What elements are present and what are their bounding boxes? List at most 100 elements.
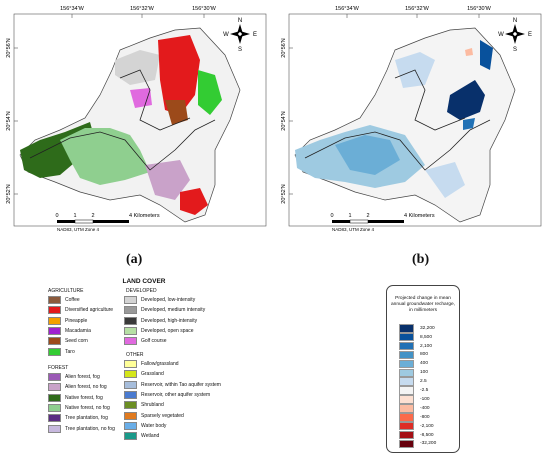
native-forest-no-fog-zone bbox=[60, 128, 150, 185]
svg-text:4 Kilometers: 4 Kilometers bbox=[129, 213, 160, 219]
legend-item-label: Wetland bbox=[141, 433, 160, 440]
legend-item-label: Native forest, fog bbox=[65, 394, 103, 401]
taro-zone bbox=[198, 70, 222, 115]
legend-item-label: Fallow/grassland bbox=[141, 361, 179, 367]
legend-item-label: Golf course bbox=[141, 338, 167, 345]
legend-swatch bbox=[48, 373, 61, 381]
lon-label: 156°34'W bbox=[60, 6, 85, 12]
recharge-class: 8,500 bbox=[399, 332, 432, 342]
legend-swatch bbox=[48, 403, 61, 412]
caption-b: (b) bbox=[412, 252, 430, 267]
recharge-class-label: -2,100 bbox=[420, 423, 434, 429]
recharge-class: -32,200 bbox=[399, 439, 437, 449]
recharge-swatch bbox=[399, 377, 414, 386]
svg-text:S: S bbox=[238, 47, 242, 53]
scale-bar: 0 1 2 4 Kilometers NAD83, UTM Zone 4 bbox=[330, 213, 434, 232]
legend-item: Developed, low-intensity bbox=[124, 296, 195, 304]
legend-item: Developed, open space bbox=[124, 326, 194, 335]
legend-item-label: Reservoir, other aquifer system bbox=[141, 391, 211, 398]
legend-item: Seed corn bbox=[48, 337, 88, 346]
legend-item-label: Developed, low-intensity bbox=[141, 297, 196, 303]
legend-item: Alien forest, no fog bbox=[48, 383, 107, 392]
recharge-swatch bbox=[399, 324, 414, 333]
recharge-class: -400 bbox=[399, 404, 430, 413]
legend-item: Water body bbox=[124, 421, 167, 430]
lat-label: 20°52'N bbox=[6, 184, 12, 203]
legend-swatch bbox=[48, 316, 61, 325]
recharge-class-label: -400 bbox=[420, 405, 430, 411]
legend-item: Golf course bbox=[124, 337, 167, 346]
svg-text:0: 0 bbox=[55, 213, 58, 219]
legend-swatch bbox=[48, 326, 61, 335]
recharge-class-label: -32,200 bbox=[420, 441, 437, 447]
recharge-legend: Projected change in mean annual groundwa… bbox=[386, 285, 460, 453]
lon-label: 156°32'W bbox=[130, 6, 155, 12]
legend-group-title: AGRICULTURE bbox=[48, 288, 84, 294]
legend-item: Tree plantation, no fog bbox=[48, 424, 115, 433]
svg-text:S: S bbox=[513, 47, 517, 53]
svg-text:W: W bbox=[498, 32, 504, 38]
legend-swatch bbox=[48, 393, 61, 402]
legend-item-label: Developed, open space bbox=[141, 327, 194, 334]
legend-item: Developed, medium intensity bbox=[124, 306, 205, 315]
land-cover-legend: LAND COVER AGRICULTURE Coffee Diversified … bbox=[44, 278, 244, 458]
recharge-class-label: 2.5 bbox=[420, 379, 427, 385]
legend-swatch bbox=[124, 380, 137, 389]
recharge-swatch bbox=[399, 350, 414, 360]
recharge-class: -2.5 bbox=[399, 386, 428, 395]
legend-swatch bbox=[124, 360, 137, 368]
legend-item: Reservoir, within Tao aquifer system bbox=[124, 380, 221, 389]
legend-group-title: FOREST bbox=[48, 365, 69, 371]
recharge-class-label: 400 bbox=[420, 361, 429, 367]
aquifer-contour bbox=[119, 69, 191, 131]
svg-text:N: N bbox=[513, 18, 517, 24]
legend-swatch bbox=[124, 432, 137, 441]
legend-item: Alien forest, fog bbox=[48, 373, 100, 381]
graticule-ticks bbox=[289, 14, 480, 195]
developed-low-zone bbox=[115, 50, 160, 85]
recharge-increase-high bbox=[463, 118, 475, 130]
graticule-ticks bbox=[14, 14, 205, 195]
recharge-class-label: 2,100 bbox=[420, 343, 433, 349]
recharge-increase-high bbox=[447, 80, 485, 120]
legend-item-label: Taro bbox=[65, 348, 75, 355]
legend-item: Grassland bbox=[124, 370, 164, 379]
legend-item-label: Developed, high-intensity bbox=[141, 317, 198, 324]
svg-text:2: 2 bbox=[91, 213, 94, 219]
svg-text:E: E bbox=[253, 32, 257, 38]
recharge-class: 100 bbox=[399, 368, 429, 377]
recharge-class: -800 bbox=[399, 413, 430, 422]
map-panel-b: 156°34'W 156°32'W 156°30'W 20°56'N 20°54… bbox=[275, 0, 550, 240]
recharge-class-label: 800 bbox=[420, 352, 429, 358]
legend-swatch bbox=[48, 414, 61, 423]
recharge-class-label: -800 bbox=[420, 414, 430, 420]
projection-label: NAD83, UTM Zone 4 bbox=[332, 227, 375, 232]
legend-item-label: Tree plantation, no fog bbox=[65, 425, 115, 432]
legend-item: Taro bbox=[48, 347, 75, 356]
legend-item-label: Coffee bbox=[65, 297, 80, 303]
map-b-svg: 156°34'W 156°32'W 156°30'W 20°56'N 20°54… bbox=[281, 6, 542, 232]
lat-label: 20°54'N bbox=[281, 111, 287, 130]
recharge-increase-moderate bbox=[335, 135, 400, 175]
legend-swatch bbox=[124, 296, 137, 304]
legend-item-label: Water body bbox=[141, 422, 167, 429]
recharge-swatch bbox=[399, 439, 414, 449]
legend-swatch bbox=[124, 326, 137, 335]
legend-item-label: Pineapple bbox=[65, 317, 88, 324]
recharge-class-label: 100 bbox=[420, 370, 429, 376]
diversified-agriculture-zone-north bbox=[158, 35, 200, 115]
legend-swatch bbox=[124, 370, 137, 379]
legend-item: Fallow/grassland bbox=[124, 360, 179, 368]
legend-item-label: Tree plantation, fog bbox=[65, 415, 108, 422]
recharge-class-label: -100 bbox=[420, 396, 430, 402]
map-panel-a: 156°34'W 156°32'W 156°30'W 20°56'N 20°54… bbox=[0, 0, 275, 240]
legend-item-label: Alien forest, fog bbox=[65, 374, 100, 380]
legend-item-label: Reservoir, within Tao aquifer system bbox=[141, 381, 221, 388]
svg-text:1: 1 bbox=[73, 213, 76, 219]
recharge-swatch bbox=[399, 386, 414, 395]
lon-label: 156°32'W bbox=[405, 6, 430, 12]
recharge-swatch bbox=[399, 413, 414, 422]
legend-item: Developed, high-intensity bbox=[124, 316, 198, 325]
lon-label: 156°34'W bbox=[335, 6, 360, 12]
caption-a: (a) bbox=[126, 252, 143, 267]
